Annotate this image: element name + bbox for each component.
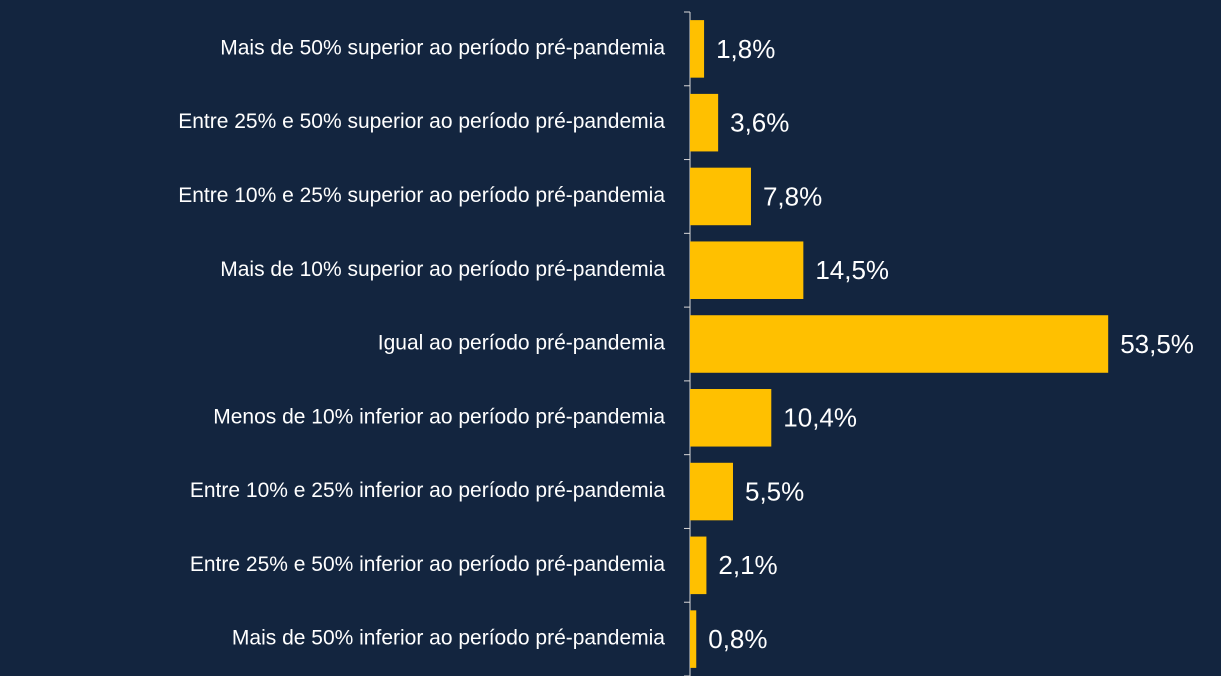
bar	[690, 241, 804, 299]
category-label: Menos de 10% inferior ao período pré-pan…	[213, 405, 665, 428]
category-label: Igual ao período pré-pandemia	[378, 332, 666, 355]
value-label: 14,5%	[815, 255, 889, 285]
bar	[690, 93, 719, 152]
category-label: Mais de 10% superior ao período pré-pand…	[220, 258, 665, 281]
category-label: Entre 25% e 50% superior ao período pré-…	[178, 110, 665, 133]
value-label: 7,8%	[763, 181, 822, 211]
bar	[690, 536, 707, 595]
value-label: 2,1%	[718, 550, 777, 580]
category-label: Mais de 50% inferior ao período pré-pand…	[232, 627, 665, 650]
bar	[690, 389, 772, 447]
category-label: Entre 10% e 25% inferior ao período pré-…	[190, 479, 665, 502]
category-label: Entre 10% e 25% superior ao período pré-…	[178, 184, 665, 207]
bar	[690, 610, 697, 668]
value-label: 3,6%	[730, 108, 789, 138]
value-label: 5,5%	[745, 476, 804, 506]
category-label: Mais de 50% superior ao período pré-pand…	[220, 36, 665, 59]
value-label: 0,8%	[708, 624, 767, 654]
category-label: Entre 25% e 50% inferior ao período pré-…	[190, 553, 665, 576]
value-label: 1,8%	[716, 34, 775, 64]
value-label: 53,5%	[1120, 329, 1194, 359]
value-label: 10,4%	[783, 403, 857, 433]
bar	[690, 315, 1109, 373]
bar	[690, 167, 751, 226]
bar	[690, 462, 733, 521]
bar	[690, 20, 705, 78]
